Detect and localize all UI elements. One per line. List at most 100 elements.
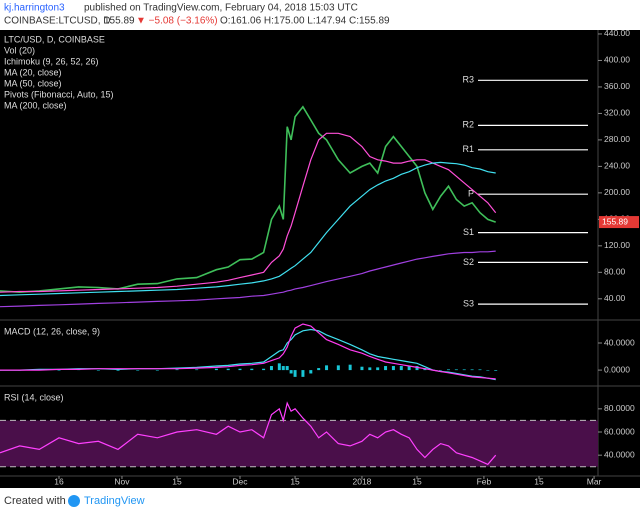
last-price-label: 155.89 [602,216,628,226]
histogram-bar [281,366,285,371]
histogram-bar [486,370,490,371]
histogram-bar [360,366,364,371]
x-tick-label: Feb [477,476,492,486]
y-tick-label: 80.00 [604,267,626,277]
x-tick-label: 2018 [352,476,371,486]
y-tick-label: 40.00 [604,293,626,303]
histogram-bar [289,370,293,374]
histogram-bar [391,366,395,371]
histogram-bar [462,369,466,371]
histogram-bar [155,370,159,371]
legend-entry: MA (50, close) [4,78,62,88]
y-tick-label: 280.00 [604,134,630,144]
x-tick-label: 15 [290,476,300,486]
histogram-bar [277,363,281,371]
histogram-bar [399,366,403,371]
series-line [0,105,496,294]
legend-entry: Ichimoku (9, 26, 52, 26) [4,56,99,66]
histogram-bar [415,366,419,371]
pivot-label: S2 [463,257,474,267]
histogram-bar [478,369,482,371]
histogram-bar [96,370,100,371]
symbol: COINBASE:LTCUSD, D [4,16,111,27]
histogram-bar [293,370,297,377]
histogram-bar [317,368,321,371]
histogram-bar [57,370,61,371]
pivot-label: P [468,189,474,199]
legend-entry: MACD (12, 26, close, 9) [4,326,100,336]
histogram-bar [494,370,498,371]
histogram-bar [214,368,218,371]
pivot-label: R3 [462,75,474,85]
pivot-label: S3 [463,298,474,308]
x-tick-label: Nov [114,476,130,486]
x-tick-label: 16 [54,476,64,486]
series-line [0,132,497,293]
pivot-label: R2 [462,120,474,130]
x-tick-label: 15 [412,476,422,486]
logo [68,495,80,507]
footer-bg [0,488,640,514]
histogram-bar [325,365,329,371]
x-tick-label: Mar [587,476,602,486]
y-tick-label: 40.0000 [604,449,635,459]
histogram-bar [262,368,266,371]
histogram-bar [447,369,450,371]
histogram-bar [407,366,411,371]
last: 155.89 [104,16,135,27]
pivot-label: R1 [462,144,474,154]
histogram-bar [195,369,199,371]
x-tick-label: 15 [172,476,182,486]
histogram-bar [301,370,305,377]
histogram-bar [238,368,242,371]
chart-bg [0,30,640,488]
y-tick-label: 120.00 [604,240,630,250]
series-line [0,323,496,380]
change: ▼ −5.08 (−3.16%) [136,16,218,27]
y-tick-label: 40.0000 [604,337,635,347]
histogram-bar [116,370,120,371]
ohlc: O:161.06 H:175.00 L:147.94 C:155.89 [220,16,390,27]
series-line [0,401,497,466]
y-tick-label: 0.0000 [604,364,630,374]
rsi-band [0,420,598,467]
histogram-bar [136,370,140,371]
histogram-bar [470,369,474,371]
histogram-bar [285,366,289,371]
histogram-bar [348,364,352,371]
y-tick-label: 80.0000 [604,403,635,413]
y-tick-label: 240.00 [604,161,630,171]
histogram-bar [384,366,388,371]
last-price-box [599,216,639,229]
histogram-bar [368,367,372,371]
pivot-label: S1 [463,227,474,237]
header-bg [0,0,640,30]
y-tick-label: 200.00 [604,187,630,197]
legend-entry: Pivots (Fibonacci, Auto, 15) [4,89,114,99]
legend-entry: MA (20, close) [4,67,62,77]
histogram-bar [309,370,313,374]
histogram-bar [250,368,254,371]
histogram-bar [226,368,230,371]
legend-entry: LTC/USD, D, COINBASE [4,34,105,44]
published: published on TradingView.com, February 0… [84,3,358,14]
legend-entry: Vol (20) [4,45,35,55]
y-tick-label: 440.00 [604,28,630,38]
author[interactable]: kj.harrington3 [4,3,65,14]
y-tick-label: 360.00 [604,81,630,91]
y-tick-label: 60.0000 [604,426,635,436]
footer-text: Created with [4,495,66,507]
footer-brand[interactable]: TradingView [84,495,145,507]
histogram-bar [175,369,179,371]
y-tick-label: 400.00 [604,55,630,65]
histogram-bar [336,365,340,371]
histogram-bar [269,366,273,371]
x-tick-label: Dec [232,476,248,486]
legend-entry: MA (200, close) [4,100,67,110]
histogram-bar [439,370,443,371]
series-line [0,161,496,297]
x-tick-label: 15 [534,476,544,486]
histogram-bar [454,369,458,371]
series-line [0,250,496,308]
